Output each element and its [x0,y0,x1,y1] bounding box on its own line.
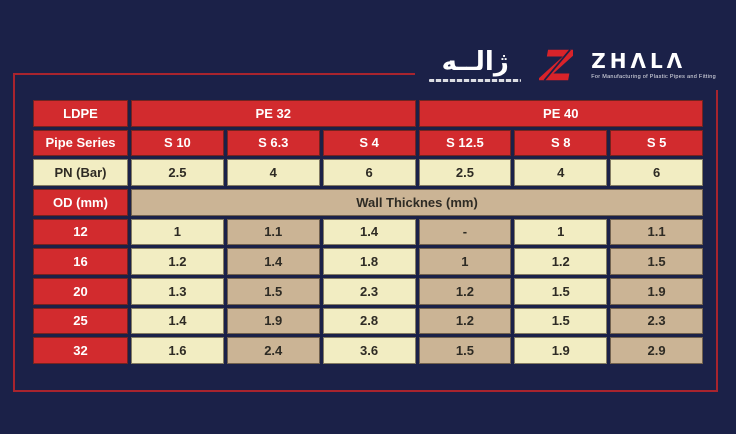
wall-thickness-cell: 1.1 [226,218,320,246]
wall-thickness-cell: 1.5 [418,337,512,364]
wall-thickness-cell: 1.6 [131,337,224,364]
wall-thickness-header-cell: Wall Thicknes (mm) [131,188,703,216]
od-cell: 25 [33,307,128,335]
wall-thickness-cell: 1 [514,218,608,246]
pn-cell: 6 [322,159,416,186]
wall-thickness-cell: 3.6 [322,337,416,364]
series-cell: S 4 [322,129,416,157]
pn-cell: 4 [514,159,608,186]
od-cell: 16 [33,248,128,275]
pn-cell: 2.5 [418,159,512,186]
zhala-logo: ZHΛLΛ For Manufacturing of Plastic Pipes… [591,51,716,80]
wall-thickness-cell: 1.4 [322,218,416,246]
od-header-cell: OD (mm) [33,188,128,216]
wall-thickness-cell: 1.2 [418,307,512,335]
od-cell: 12 [33,218,128,246]
brand-logo-group: ژالــه ZHΛLΛ For Manufacturing of Plasti… [415,42,718,90]
pe40-header-cell: PE 40 [418,100,703,127]
pipe-spec-table: LDPE PE 32 PE 40 Pipe Series S 10 S 6.3 … [33,100,703,364]
pn-cell: 6 [610,159,703,186]
wall-thickness-cell: 1.8 [322,248,416,275]
series-cell: S 12.5 [418,129,512,157]
arabic-tagline [429,78,522,82]
red-frame [13,73,718,392]
wall-thickness-cell: 1.9 [610,277,703,305]
series-cell: S 8 [514,129,608,157]
wall-thickness-cell: 2.8 [322,307,416,335]
wall-thickness-cell: 2.3 [610,307,703,335]
pn-cell: 2.5 [131,159,224,186]
wall-thickness-cell: 1.2 [131,248,224,275]
wall-thickness-cell: 2.9 [610,337,703,364]
zhala-wordmark: ZHΛLΛ [591,48,687,73]
wall-thickness-cell: 1.9 [226,307,320,335]
ldpe-header-cell: LDPE [33,100,128,127]
pn-cell: 4 [226,159,320,186]
series-cell: S 5 [610,129,703,157]
wall-thickness-cell: - [418,218,512,246]
wall-thickness-cell: 2.4 [226,337,320,364]
series-cell: S 10 [131,129,224,157]
wall-thickness-cell: 1.2 [514,248,608,275]
z-logo-icon [539,49,574,81]
series-cell: S 6.3 [226,129,320,157]
wall-thickness-cell: 1 [131,218,224,246]
arabic-wordmark: ژالــه [441,46,509,77]
od-cell: 20 [33,277,128,305]
wall-thickness-cell: 1.4 [226,248,320,275]
wall-thickness-cell: 1.2 [418,277,512,305]
wall-thickness-cell: 2.3 [322,277,416,305]
wall-thickness-cell: 1.9 [514,337,608,364]
wall-thickness-cell: 1.3 [131,277,224,305]
arabic-logo: ژالــه [429,46,522,82]
wall-thickness-cell: 1.5 [514,307,608,335]
wall-thickness-cell: 1.5 [514,277,608,305]
wall-thickness-cell: 1 [418,248,512,275]
od-cell: 32 [33,337,128,364]
pipe-series-header-cell: Pipe Series [33,129,128,157]
wall-thickness-cell: 1.1 [610,218,703,246]
wall-thickness-cell: 1.5 [226,277,320,305]
wall-thickness-cell: 1.4 [131,307,224,335]
wall-thickness-cell: 1.5 [610,248,703,275]
pe32-header-cell: PE 32 [131,100,416,127]
zhala-tagline: For Manufacturing of Plastic Pipes and F… [591,73,716,80]
pn-header-cell: PN (Bar) [33,159,128,186]
